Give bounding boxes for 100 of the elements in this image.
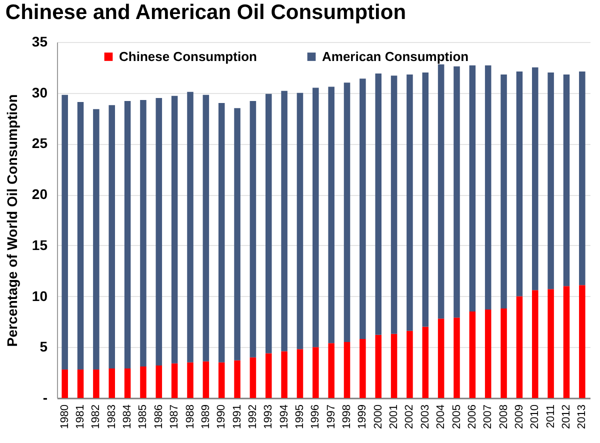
x-tick-label: 1983 bbox=[106, 404, 118, 429]
bar bbox=[469, 65, 476, 312]
bar bbox=[62, 94, 68, 370]
x-tick-label: 1981 bbox=[74, 404, 87, 429]
bar bbox=[344, 82, 350, 342]
bar bbox=[312, 347, 319, 398]
bar bbox=[548, 72, 554, 290]
x-tick-label: 2001 bbox=[388, 404, 400, 429]
bar bbox=[516, 71, 523, 296]
x-tick-label: 2003 bbox=[419, 404, 432, 429]
bar bbox=[108, 105, 116, 369]
bar bbox=[500, 74, 507, 308]
bar bbox=[360, 339, 366, 398]
x-tick-label: 1982 bbox=[90, 404, 102, 429]
bar bbox=[390, 334, 398, 398]
bar bbox=[156, 365, 162, 398]
bar bbox=[312, 88, 319, 348]
bar bbox=[77, 102, 84, 370]
bar bbox=[281, 351, 288, 398]
bar bbox=[579, 285, 586, 398]
y-tick-label: - bbox=[42, 390, 48, 406]
x-tick-label: 1987 bbox=[168, 404, 181, 429]
bar bbox=[375, 74, 382, 335]
legend-label: Chinese Consumption bbox=[119, 48, 258, 64]
x-tick-label: 2009 bbox=[513, 404, 526, 429]
bar bbox=[438, 64, 444, 319]
y-tick-label: 30 bbox=[32, 84, 48, 100]
x-tick-label: 2010 bbox=[529, 404, 542, 429]
bar bbox=[250, 100, 256, 358]
bar bbox=[171, 363, 178, 398]
bar bbox=[484, 310, 492, 398]
y-tick-label: 35 bbox=[32, 34, 48, 50]
bar bbox=[390, 76, 398, 334]
bar bbox=[296, 349, 304, 398]
bar bbox=[422, 72, 429, 327]
bar bbox=[218, 362, 225, 398]
y-tick-label: 20 bbox=[32, 186, 48, 202]
bar bbox=[234, 108, 240, 360]
bar bbox=[124, 100, 131, 369]
legend-label: American Consumption bbox=[322, 48, 469, 64]
bar bbox=[438, 318, 444, 398]
bar bbox=[140, 100, 146, 366]
bar bbox=[360, 78, 366, 340]
bar bbox=[500, 308, 507, 398]
bar bbox=[171, 96, 178, 364]
bar bbox=[532, 67, 538, 290]
bar bbox=[375, 334, 382, 398]
chart-title: Chinese and American Oil Consumption bbox=[5, 1, 406, 24]
x-tick-label: 2013 bbox=[576, 404, 588, 429]
bar bbox=[156, 98, 162, 366]
bar bbox=[516, 296, 523, 398]
bar bbox=[93, 109, 100, 370]
bar bbox=[77, 370, 84, 398]
bar bbox=[281, 90, 288, 352]
bar bbox=[484, 65, 492, 310]
x-tick-label: 2000 bbox=[372, 404, 384, 429]
x-tick-label: 1988 bbox=[184, 404, 196, 429]
x-tick-label: 2012 bbox=[560, 404, 572, 429]
x-tick-label: 2008 bbox=[498, 404, 510, 429]
bar bbox=[422, 326, 429, 398]
bar bbox=[93, 370, 100, 398]
x-tick-label: 1985 bbox=[137, 404, 150, 429]
bar bbox=[579, 71, 586, 286]
bar bbox=[454, 66, 460, 318]
bar bbox=[234, 360, 240, 398]
bar bbox=[187, 362, 194, 398]
bar bbox=[454, 318, 460, 398]
x-tick-label: 1996 bbox=[310, 404, 322, 429]
x-tick-label: 1989 bbox=[200, 404, 212, 429]
x-tick-label: 2002 bbox=[404, 404, 416, 429]
x-tick-label: 1984 bbox=[122, 404, 134, 429]
bar bbox=[532, 290, 538, 398]
bar bbox=[218, 103, 225, 362]
x-tick-label: 1999 bbox=[356, 404, 369, 429]
x-tick-label: 1993 bbox=[262, 404, 275, 429]
x-tick-label: 1994 bbox=[278, 404, 290, 429]
x-tick-label: 1992 bbox=[246, 404, 259, 429]
bar bbox=[124, 368, 131, 398]
x-tick-label: 1991 bbox=[231, 404, 244, 429]
bar bbox=[548, 289, 554, 398]
x-tick-label: 1998 bbox=[341, 404, 354, 429]
x-tick-label: 1986 bbox=[152, 404, 165, 429]
x-tick-label: 2007 bbox=[482, 404, 494, 429]
x-tick-label: 2006 bbox=[466, 404, 478, 429]
y-tick-label: 5 bbox=[40, 338, 48, 355]
bar bbox=[328, 86, 334, 344]
bar bbox=[250, 357, 256, 398]
bar bbox=[344, 342, 350, 398]
bar bbox=[202, 361, 210, 398]
y-axis-title: Percentage of World Oil Consumption bbox=[4, 94, 20, 347]
bar bbox=[469, 312, 476, 398]
bar bbox=[328, 343, 334, 398]
bar bbox=[296, 92, 304, 350]
bar bbox=[140, 366, 146, 398]
bar bbox=[563, 286, 570, 398]
x-tick-label: 1995 bbox=[294, 404, 306, 429]
x-tick-label: 1980 bbox=[58, 404, 71, 429]
y-tick-label: 25 bbox=[32, 135, 48, 152]
bar bbox=[62, 370, 68, 398]
x-tick-label: 1997 bbox=[325, 404, 338, 429]
